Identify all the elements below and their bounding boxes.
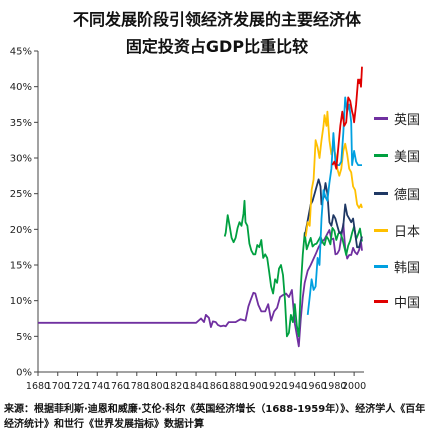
x-tick-label: 1940 (283, 381, 307, 392)
x-tick-label: 1840 (184, 381, 208, 392)
y-tick-label: 30% (10, 154, 32, 165)
legend-swatch (374, 117, 388, 120)
series-line-4 (306, 96, 362, 316)
y-tick-label: 5% (16, 332, 32, 343)
legend-label: 美国 (394, 150, 421, 165)
x-tick-label: 1880 (223, 381, 247, 392)
legend-label: 英国 (394, 113, 421, 128)
x-tick-label: 1820 (164, 381, 188, 392)
x-tick-label: 1900 (243, 381, 267, 392)
series-line-5 (331, 66, 363, 170)
y-tick-label: 35% (10, 118, 32, 129)
x-tick-label: 1720 (65, 381, 89, 392)
source-note: 来源：根据菲利斯·迪恩和威廉·艾伦·科尔《英国经济增长（1688-1959年）》… (4, 404, 426, 430)
legend-swatch (374, 192, 388, 195)
legend-label: 德国 (394, 188, 421, 203)
series-line-1 (223, 199, 363, 338)
x-tick-label: 1800 (144, 381, 168, 392)
chart-axes: 0% 5% 10% 15% 20% 25% 30% 35% 40% 45% 168017001720… (10, 47, 366, 393)
x-tick-label: 1760 (105, 381, 129, 392)
series-line-0 (38, 222, 363, 348)
legend-swatch (374, 229, 388, 232)
y-tick-label: 25% (10, 189, 32, 200)
x-tick-label: 1920 (263, 381, 287, 392)
legend-swatch (374, 300, 388, 303)
legend-swatch (374, 265, 388, 268)
x-tick-label: 1860 (204, 381, 228, 392)
y-tick-label: 10% (10, 296, 32, 307)
legend-label: 韩国 (394, 261, 421, 276)
x-tick-label: 1960 (303, 381, 327, 392)
x-tick-label: 1700 (46, 381, 70, 392)
x-tick-label: 1980 (322, 381, 346, 392)
x-tick-label: 1740 (85, 381, 109, 392)
legend-label: 中国 (394, 296, 421, 311)
legend-label: 日本 (394, 225, 421, 240)
legend-swatch (374, 154, 388, 157)
y-tick-label: 0% (16, 368, 32, 379)
chart-title-line1: 不同发展阶段引领经济发展的主要经济体 (72, 10, 361, 29)
chart-lines (38, 66, 363, 348)
series-line-2 (303, 178, 363, 249)
x-tick-label: 1780 (125, 381, 149, 392)
x-tick-label: 2000 (342, 381, 366, 392)
chart-title-line2: 固定投资占GDP比重比较 (125, 37, 309, 56)
y-tick-label: 45% (10, 47, 32, 58)
series-line-3 (304, 110, 363, 237)
y-tick-label: 15% (10, 261, 32, 272)
y-tick-label: 20% (10, 225, 32, 236)
x-tick-label: 1680 (26, 381, 50, 392)
y-tick-label: 40% (10, 82, 32, 93)
